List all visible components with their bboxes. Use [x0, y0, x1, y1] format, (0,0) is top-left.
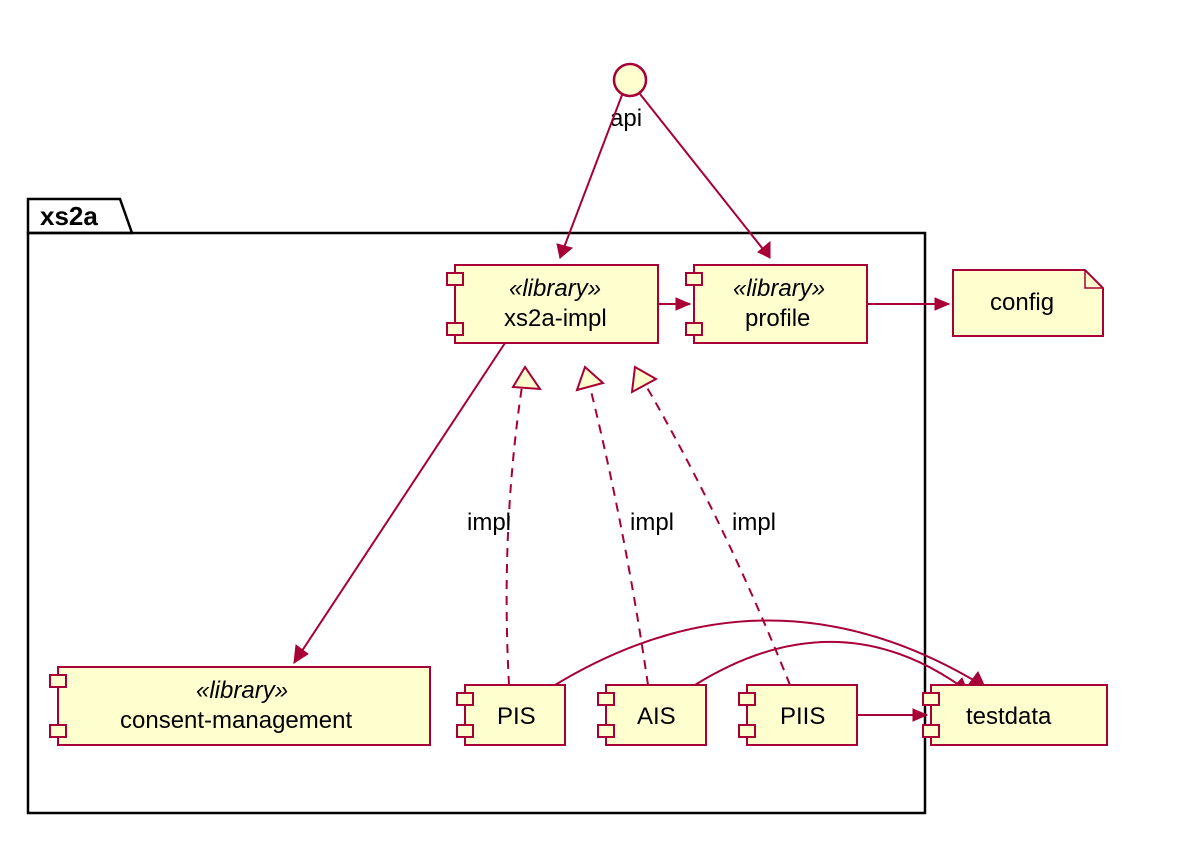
note-config: config: [953, 270, 1103, 336]
component-xs2a-impl: «library» xs2a-impl: [447, 265, 658, 343]
interface-label: api: [610, 105, 642, 132]
component-label: PIS: [497, 703, 536, 730]
edge-label-impl: impl: [467, 509, 511, 536]
arrowhead-open: [513, 367, 540, 389]
edge-xs2a-impl-to-consent: [294, 343, 505, 663]
component-label: consent-management: [120, 707, 352, 734]
component-label: PIIS: [780, 703, 825, 730]
component-piis: PIIS: [739, 685, 857, 745]
stereotype-label: «library»: [196, 677, 288, 704]
arrowhead: [294, 645, 308, 663]
component-label: AIS: [637, 703, 676, 730]
stereotype-label: «library»: [733, 275, 825, 302]
edge-label-impl: impl: [732, 509, 776, 536]
arrowhead: [557, 244, 572, 258]
arrowhead: [935, 298, 949, 310]
interface-api: api: [610, 64, 646, 132]
arrowhead: [676, 298, 690, 310]
package-label: xs2a: [40, 201, 98, 231]
stereotype-label: «library»: [509, 275, 601, 302]
component-label: xs2a-impl: [504, 305, 607, 332]
component-pis: PIS: [457, 685, 565, 745]
component-testdata: testdata: [923, 685, 1107, 745]
component-profile: «library» profile: [686, 265, 867, 343]
arrowhead-open: [577, 367, 603, 390]
component-ais: AIS: [598, 685, 706, 745]
note-label: config: [990, 289, 1054, 316]
edge-pis-to-testdata: [555, 620, 985, 687]
edge-label-impl: impl: [630, 509, 674, 536]
component-consent-management: «library» consent-management: [50, 667, 430, 745]
component-label: testdata: [966, 703, 1052, 730]
component-label: profile: [745, 305, 810, 332]
arrowhead-open: [632, 367, 656, 392]
